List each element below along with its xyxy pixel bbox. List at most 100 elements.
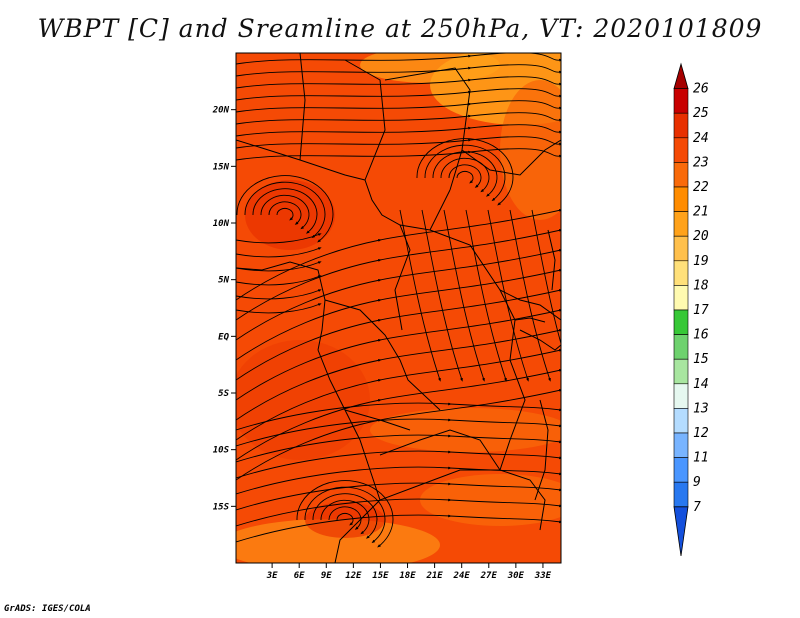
streamline xyxy=(252,188,318,234)
border-line xyxy=(334,499,381,563)
streamline xyxy=(336,513,354,526)
lat-tick-label: 10N xyxy=(213,219,230,229)
wbpt-patch xyxy=(370,408,561,452)
streamline xyxy=(328,506,362,530)
colorbar-bin xyxy=(673,260,689,286)
streamline xyxy=(443,209,485,382)
streamline xyxy=(236,289,322,300)
border-line xyxy=(299,53,306,161)
streamline xyxy=(236,450,561,479)
wbpt-patch xyxy=(305,502,385,538)
colorbar-bin xyxy=(673,137,689,163)
streamline xyxy=(236,434,561,463)
colorbar-label: 25 xyxy=(693,106,709,121)
wbpt-patch xyxy=(236,519,440,563)
colorbar-label: 24 xyxy=(693,131,709,146)
colorbar-bin xyxy=(673,481,689,508)
streamline xyxy=(236,136,561,149)
streamline xyxy=(236,233,322,244)
streamline xyxy=(296,480,394,548)
streamline xyxy=(236,482,561,511)
colorbar-label: 16 xyxy=(693,328,709,343)
streamline xyxy=(236,498,561,527)
streamline xyxy=(465,209,507,382)
streamline xyxy=(421,209,463,382)
streamline xyxy=(236,88,561,101)
lon-tick-label: 24E xyxy=(453,571,471,581)
colorbar-label: 22 xyxy=(693,180,709,195)
lat-tick-label: 15N xyxy=(213,162,230,172)
colorbar-label: 13 xyxy=(693,401,709,416)
colorbar-bin xyxy=(673,358,689,385)
grads-credit: GrADS: IGES/COLA xyxy=(4,604,91,614)
latitude-axis: 20N 15N 10N 5N EQ 5S 10S 15S xyxy=(212,106,236,512)
colorbar-label: 18 xyxy=(693,278,709,293)
streamlines xyxy=(236,53,561,548)
wbpt-patch xyxy=(360,53,500,83)
colorbar-bin xyxy=(673,285,689,311)
colorbar-bin xyxy=(673,334,689,360)
colorbar-label: 19 xyxy=(693,254,709,269)
wbpt-patch xyxy=(236,340,370,460)
lat-tick-label: 20N xyxy=(212,106,230,116)
colorbar-label: 12 xyxy=(693,426,709,441)
colorbar-bin xyxy=(673,457,689,483)
colorbar-bin xyxy=(673,162,689,188)
colorbar-label: 26 xyxy=(693,82,709,97)
lon-tick-label: 18E xyxy=(399,571,416,581)
lat-tick-label: 5S xyxy=(218,389,229,399)
streamline xyxy=(236,175,334,243)
lon-tick-label: 12E xyxy=(345,571,362,581)
colorbar-label: 23 xyxy=(693,155,709,170)
colorbar-label: 14 xyxy=(693,377,709,392)
streamline xyxy=(236,53,561,65)
colorbar-label: 20 xyxy=(693,229,709,244)
streamline xyxy=(312,493,378,539)
lon-tick-label: 9E xyxy=(321,571,332,581)
lon-tick-label: 33E xyxy=(534,571,552,581)
streamline xyxy=(236,514,561,543)
streamline xyxy=(260,194,310,230)
colorbar-label: 9 xyxy=(693,475,701,490)
colorbar-bin xyxy=(673,211,689,237)
streamline xyxy=(236,466,561,495)
lon-tick-label: 15E xyxy=(372,571,389,581)
streamline xyxy=(236,76,561,89)
streamline xyxy=(456,171,474,184)
lon-tick-label: 30E xyxy=(507,571,525,581)
streamline xyxy=(244,181,326,239)
streamline xyxy=(236,303,322,314)
streamline xyxy=(236,124,561,137)
colorbar-bin xyxy=(673,235,689,262)
lat-tick-label: 5N xyxy=(218,276,229,286)
colorbar-bin xyxy=(673,383,689,409)
colorbar-upper-arrow xyxy=(673,62,689,89)
streamline xyxy=(399,209,441,382)
streamline xyxy=(236,418,561,447)
streamline xyxy=(236,112,561,125)
colorbar: 26 25 24 23 22 21 20 19 18 17 16 15 14 13 12 11 9 7 xyxy=(673,62,709,557)
colorbar-label: 7 xyxy=(693,500,701,515)
border-line xyxy=(344,59,386,181)
streamline xyxy=(236,402,561,431)
border-line xyxy=(317,349,381,501)
streamline xyxy=(424,144,506,202)
streamline xyxy=(236,64,561,77)
lat-tick-label: 10S xyxy=(213,446,230,456)
lat-tick-label: EQ xyxy=(218,332,229,342)
streamline xyxy=(268,201,302,225)
streamline xyxy=(416,138,514,206)
lat-tick-label: 15S xyxy=(213,502,230,512)
colorbar-lower-arrow xyxy=(673,506,689,557)
lon-tick-label: 21E xyxy=(425,571,443,581)
streamline xyxy=(509,209,551,382)
streamline xyxy=(320,499,370,535)
longitude-axis: 3E 6E 9E 12E 15E 18E 21E 24E 27E 30E 33E xyxy=(266,563,552,581)
border-line xyxy=(384,67,471,191)
lon-tick-label: 3E xyxy=(266,571,278,581)
lon-tick-label: 27E xyxy=(480,571,498,581)
lon-tick-label: 6E xyxy=(294,571,305,581)
streamline xyxy=(432,151,498,197)
border-line xyxy=(379,429,501,471)
border-line xyxy=(236,261,326,351)
